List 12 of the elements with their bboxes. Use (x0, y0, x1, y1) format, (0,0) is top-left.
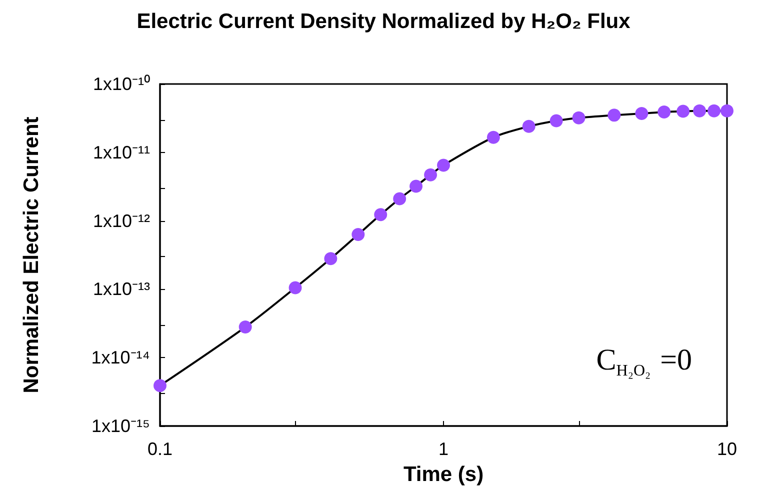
x-tick-label: 1 (438, 439, 449, 459)
y-tick-label: 1x10⁻¹⁴ (91, 348, 150, 368)
y-axis-title: Normalized Electric Current (20, 116, 43, 394)
x-axis-title: Time (s) (403, 463, 484, 486)
x-tick-label: 10 (716, 439, 738, 459)
y-tick-label: 1x10⁻¹² (92, 210, 150, 231)
y-tick-label: 1x10⁻¹⁵ (92, 416, 150, 436)
y-tick-label: 1x10⁻¹³ (92, 279, 150, 300)
chart-title: Electric Current Density Normalized by H₂O₂ Flux (136, 10, 631, 33)
y-tick-label: 1x10⁻¹¹ (92, 142, 150, 162)
y-tick-label: 1x10⁻¹⁰ (92, 74, 150, 94)
x-tick-label: 0.1 (147, 439, 173, 459)
